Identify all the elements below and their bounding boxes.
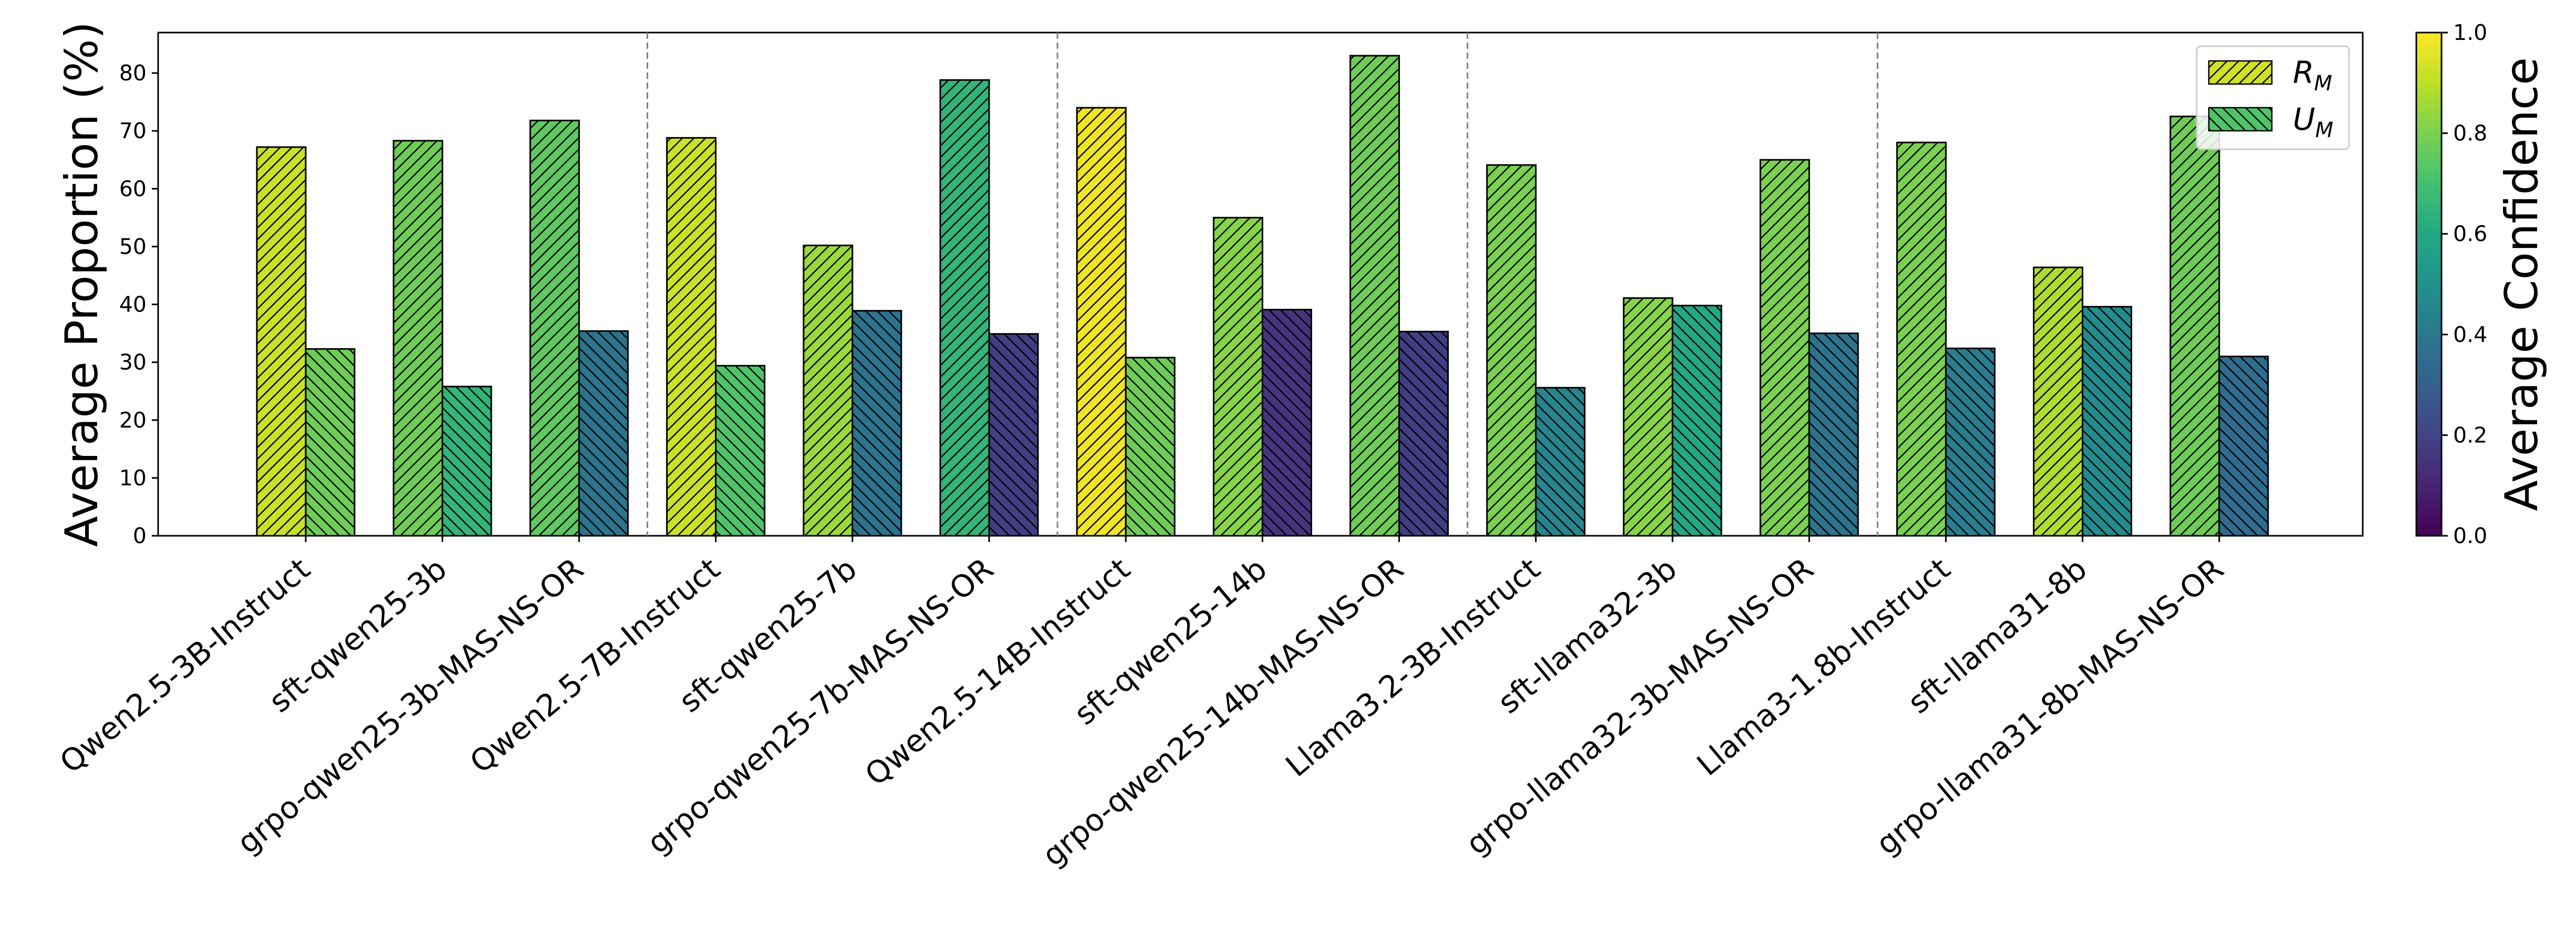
bar-hatch [578,330,629,537]
bar-hatch [1671,305,1722,537]
bar-hatch [1261,308,1312,537]
bars-layer [256,55,2269,537]
legend-swatch-r-hatch [2209,61,2272,84]
legend-label-u: UM [2293,101,2333,142]
bar-r-1 [392,140,443,537]
bar-r-8 [1349,55,1400,537]
bar-u-1 [441,386,492,537]
x-tick-label: Llama3.2-3B-Instruct [1279,551,1547,784]
bar-u-10 [1671,305,1722,537]
bar-u-3 [715,365,766,537]
bar-hatch [441,386,492,537]
bar-u-2 [578,330,629,537]
bar-hatch [851,310,902,537]
y-axis: 0 10 20 30 40 50 60 70 80 [119,60,158,548]
bar-r-4 [803,244,854,537]
y-axis-title: Average Proportion (%) [56,22,108,547]
group-separators [647,33,1878,536]
bar-hatch [2218,356,2269,537]
colorbar-tick-label: 0.6 [2453,221,2487,246]
bar-r-6 [1076,107,1127,537]
bar-u-5 [988,333,1039,537]
bar-r-5 [939,79,990,537]
bar-r-12 [1896,141,1947,537]
x-axis: Qwen2.5-3B-Instructsft-qwen25-3bgrpo-qwe… [53,536,2230,874]
y-tick-label: 0 [133,523,147,548]
bar-u-6 [1125,357,1176,537]
legend-label-r: RM [2293,55,2332,96]
bar-hatch [1212,216,1263,537]
bar-hatch [715,365,766,537]
colorbar-tick-label: 0.2 [2453,422,2487,448]
colorbar-gradient [2415,32,2443,537]
bar-hatch [305,348,356,537]
bar-r-14 [2169,116,2220,537]
bar-hatch [1759,159,1810,537]
bar-r-7 [1212,216,1263,537]
bar-r-2 [529,119,580,537]
y-tick-label: 20 [119,408,147,433]
bar-u-12 [1945,347,1996,537]
bar-hatch [2082,306,2133,537]
colorbar-tick-label: 0.8 [2453,121,2487,146]
bar-hatch [1896,141,1947,537]
y-tick-label: 80 [119,60,147,86]
bar-hatch [1945,347,1996,537]
bar-r-13 [2033,266,2084,537]
bar-hatch [529,119,580,537]
bar-hatch [392,140,443,537]
bar-u-14 [2218,356,2269,537]
bar-r-3 [666,137,717,537]
colorbar-ticks: 0.0 0.2 0.4 0.6 0.8 1.0 [2442,20,2487,548]
colorbar-tick-label: 0.4 [2453,322,2487,347]
colorbar-title: Average Confidence [2496,57,2548,511]
x-tick-label: Qwen2.5-7B-Instruct [463,551,726,781]
legend-label-r-main: R [2293,55,2314,90]
legend-label-u-main: U [2293,101,2315,137]
y-tick-label: 40 [119,292,147,317]
bar-u-8 [1398,330,1449,537]
bar-hatch [2033,266,2084,537]
colorbar-tick-label: 0.0 [2453,523,2487,548]
bar-u-4 [851,310,902,537]
bar-u-9 [1535,387,1586,537]
x-tick-label: Llama3-1.8b-Instruct [1690,551,1957,783]
colorbar-tick-label: 1.0 [2453,20,2487,45]
legend-swatch-u-hatch [2209,108,2272,131]
bar-hatch [988,333,1039,537]
bar-u-13 [2082,306,2133,537]
bar-hatch [256,146,307,537]
bar-hatch [1076,107,1127,537]
bar-hatch [803,244,854,537]
bar-u-7 [1261,308,1312,537]
y-tick-label: 30 [119,350,147,375]
bar-hatch [2169,116,2220,537]
bar-hatch [1398,330,1449,537]
bar-u-0 [305,348,356,537]
bar-hatch [1808,332,1859,537]
bar-r-10 [1623,297,1674,537]
y-tick-label: 70 [119,118,147,143]
bar-hatch [1349,55,1400,537]
x-tick-label: Qwen2.5-3B-Instruct [53,551,317,781]
bar-u-11 [1808,332,1859,537]
bar-r-0 [256,146,307,537]
legend: RM UM [2196,45,2350,150]
bar-hatch [939,79,990,537]
bar-hatch [1125,357,1176,537]
legend-label-u-sub: M [2315,118,2333,142]
bar-r-11 [1759,159,1810,537]
y-tick-label: 50 [119,234,147,259]
x-tick-label: Qwen2.5-14B-Instruct [858,551,1137,793]
y-tick-label: 10 [119,465,147,491]
y-tick-label: 60 [119,176,147,201]
bar-hatch [1535,387,1586,537]
bar-r-9 [1486,164,1537,537]
bar-hatch [666,137,717,537]
colorbar: 0.0 0.2 0.4 0.6 0.8 1.0 Average Confidence [2415,20,2548,548]
bar-hatch [1623,297,1674,537]
legend-label-r-sub: M [2314,71,2332,96]
bar-hatch [1486,164,1537,537]
